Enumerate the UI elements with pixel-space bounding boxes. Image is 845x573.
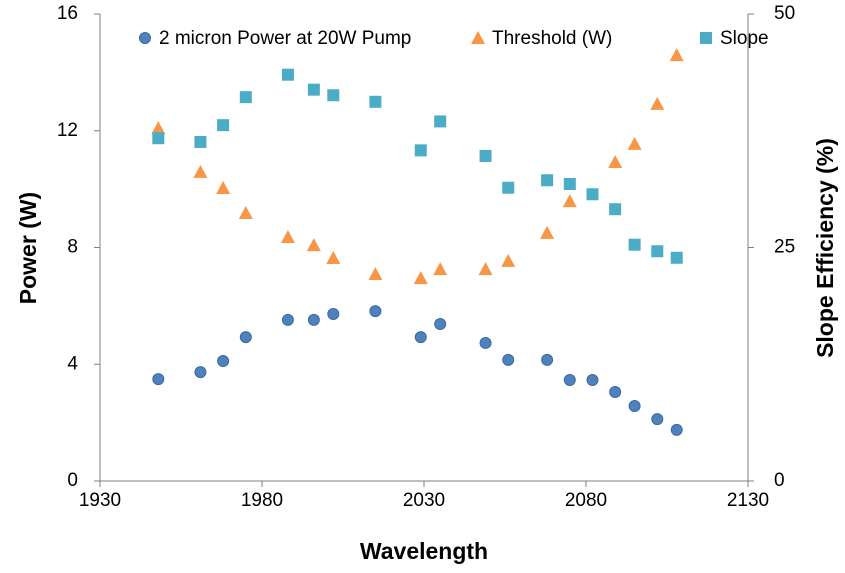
point (281, 68, 294, 81)
point (281, 313, 294, 326)
point (280, 229, 295, 243)
x-tick-label: 2130 (727, 490, 769, 511)
point (562, 194, 577, 208)
legend-marker (139, 32, 151, 44)
point (540, 225, 555, 239)
x-tick-label: 2080 (565, 490, 607, 511)
point (670, 423, 683, 436)
point (216, 180, 231, 194)
legend-label: 2 micron Power at 20W Pump (159, 28, 411, 49)
point (650, 96, 665, 110)
y2-tick-label: 25 (774, 237, 795, 258)
point (217, 119, 230, 132)
point (327, 308, 340, 321)
point (651, 245, 664, 258)
x-tick-label: 1930 (79, 490, 121, 511)
point (369, 95, 382, 108)
legend-marker (700, 32, 712, 44)
point (414, 331, 427, 344)
y-tick-label: 12 (57, 120, 78, 141)
point (628, 399, 641, 412)
point (541, 353, 554, 366)
y-tick-label: 16 (57, 3, 78, 24)
point (541, 174, 554, 187)
point (628, 238, 641, 251)
point (369, 305, 382, 318)
point (307, 83, 320, 96)
y-axis-label: Power (W) (15, 192, 41, 304)
point (194, 135, 207, 148)
x-tick-label: 1980 (241, 490, 283, 511)
point (563, 177, 576, 190)
y-tick-label: 8 (67, 237, 78, 258)
point (239, 331, 252, 344)
point (306, 238, 321, 252)
y2-tick-label: 0 (774, 470, 785, 491)
point (501, 253, 516, 267)
point (217, 355, 230, 368)
point (368, 267, 383, 281)
point (413, 271, 428, 285)
point (586, 374, 599, 387)
point (609, 385, 622, 398)
point (327, 89, 340, 102)
point (433, 262, 448, 276)
point (434, 115, 447, 128)
y2-axis-label: Slope Efficiency (%) (812, 138, 838, 358)
legend-marker (471, 31, 485, 44)
point (193, 164, 208, 178)
point (326, 251, 341, 265)
point (627, 136, 642, 150)
y-tick-label: 4 (67, 353, 78, 374)
point (502, 181, 515, 194)
point (434, 317, 447, 330)
point (238, 206, 253, 220)
legend-label: Threshold (W) (492, 28, 612, 49)
point (307, 313, 320, 326)
point (479, 336, 492, 349)
point (152, 373, 165, 386)
x-tick-label: 2030 (403, 490, 445, 511)
point (414, 144, 427, 157)
legend-label: Slope (720, 28, 769, 49)
point (151, 121, 166, 135)
y2-tick-label: 50 (774, 3, 795, 24)
point (152, 132, 165, 145)
point (479, 149, 492, 162)
point (239, 91, 252, 104)
point (478, 262, 493, 276)
point (586, 188, 599, 201)
point (502, 353, 515, 366)
y-tick-label: 0 (67, 470, 78, 491)
point (608, 154, 623, 168)
point (563, 374, 576, 387)
point (670, 251, 683, 264)
point (194, 366, 207, 379)
point (609, 203, 622, 216)
x-axis-label: Wavelength (360, 538, 488, 564)
point (651, 413, 664, 426)
point (669, 48, 684, 62)
